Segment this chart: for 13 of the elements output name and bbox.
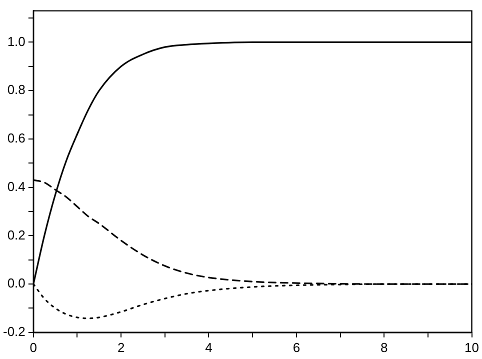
- y-tick-label: 0.8: [7, 82, 26, 98]
- x-tick-label: 4: [205, 340, 212, 355]
- x-tick-label: 8: [380, 340, 388, 355]
- x-tick-label: 10: [464, 340, 480, 355]
- y-tick-label: 1.0: [7, 34, 26, 49]
- y-tick-label: 0.0: [7, 276, 26, 291]
- y-tick-label: 0.2: [7, 227, 26, 242]
- y-tick-label: -0.2: [2, 324, 26, 339]
- x-tick-label: 2: [117, 340, 125, 355]
- x-tick-label: 0: [30, 340, 38, 355]
- y-tick-label: 0.6: [7, 130, 26, 146]
- x-tick-label: 6: [292, 340, 300, 355]
- y-tick-label: 0.4: [7, 178, 26, 194]
